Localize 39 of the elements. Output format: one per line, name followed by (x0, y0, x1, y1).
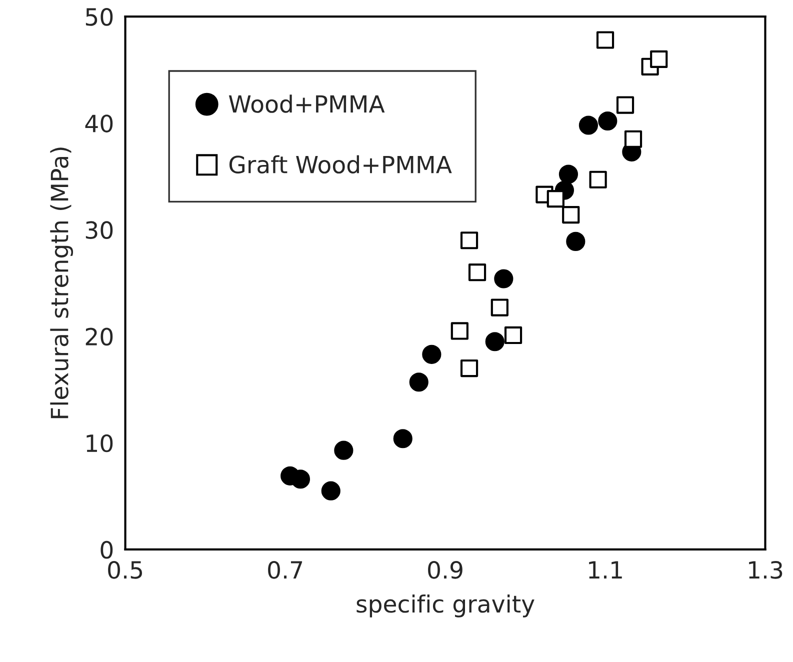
x-tick-label: 1.1 (589, 561, 622, 579)
point (334, 440, 354, 460)
y-tick-label: 10 (86, 434, 113, 452)
point (450, 322, 468, 340)
point (596, 31, 614, 49)
point (468, 264, 486, 282)
point (578, 116, 598, 135)
point (650, 50, 668, 68)
y-tick-label: 0 (100, 540, 113, 559)
x-tick-label: 0.9 (428, 560, 462, 579)
legend-label: Graft Wood+PMMA (229, 155, 452, 174)
point (485, 332, 504, 352)
legend-label: Wood+PMMA (228, 94, 385, 113)
point (422, 344, 442, 364)
y-tick-label: 40 (85, 114, 113, 132)
x-tick-label: 1.3 (749, 560, 782, 579)
point (504, 326, 522, 344)
point (494, 269, 514, 288)
point (393, 429, 412, 448)
point (589, 170, 607, 188)
x-axis-title: specific gravity (356, 594, 534, 618)
point (624, 130, 642, 148)
y-tick-label: 50 (86, 8, 113, 26)
y-axis-title: Flexural strength (MPa) (50, 148, 74, 418)
point (460, 359, 478, 378)
point (490, 298, 508, 316)
x-tick-label: 0.7 (268, 560, 302, 579)
point (616, 96, 634, 114)
point (562, 206, 580, 224)
point (566, 232, 586, 251)
point (409, 372, 428, 392)
x-tick-label: 0.5 (108, 560, 142, 579)
y-tick-label: 30 (86, 221, 113, 240)
point (321, 481, 340, 500)
y-tick-label: 20 (86, 328, 113, 346)
point (460, 232, 478, 250)
point (546, 190, 564, 208)
point (598, 111, 618, 131)
point (558, 164, 578, 184)
